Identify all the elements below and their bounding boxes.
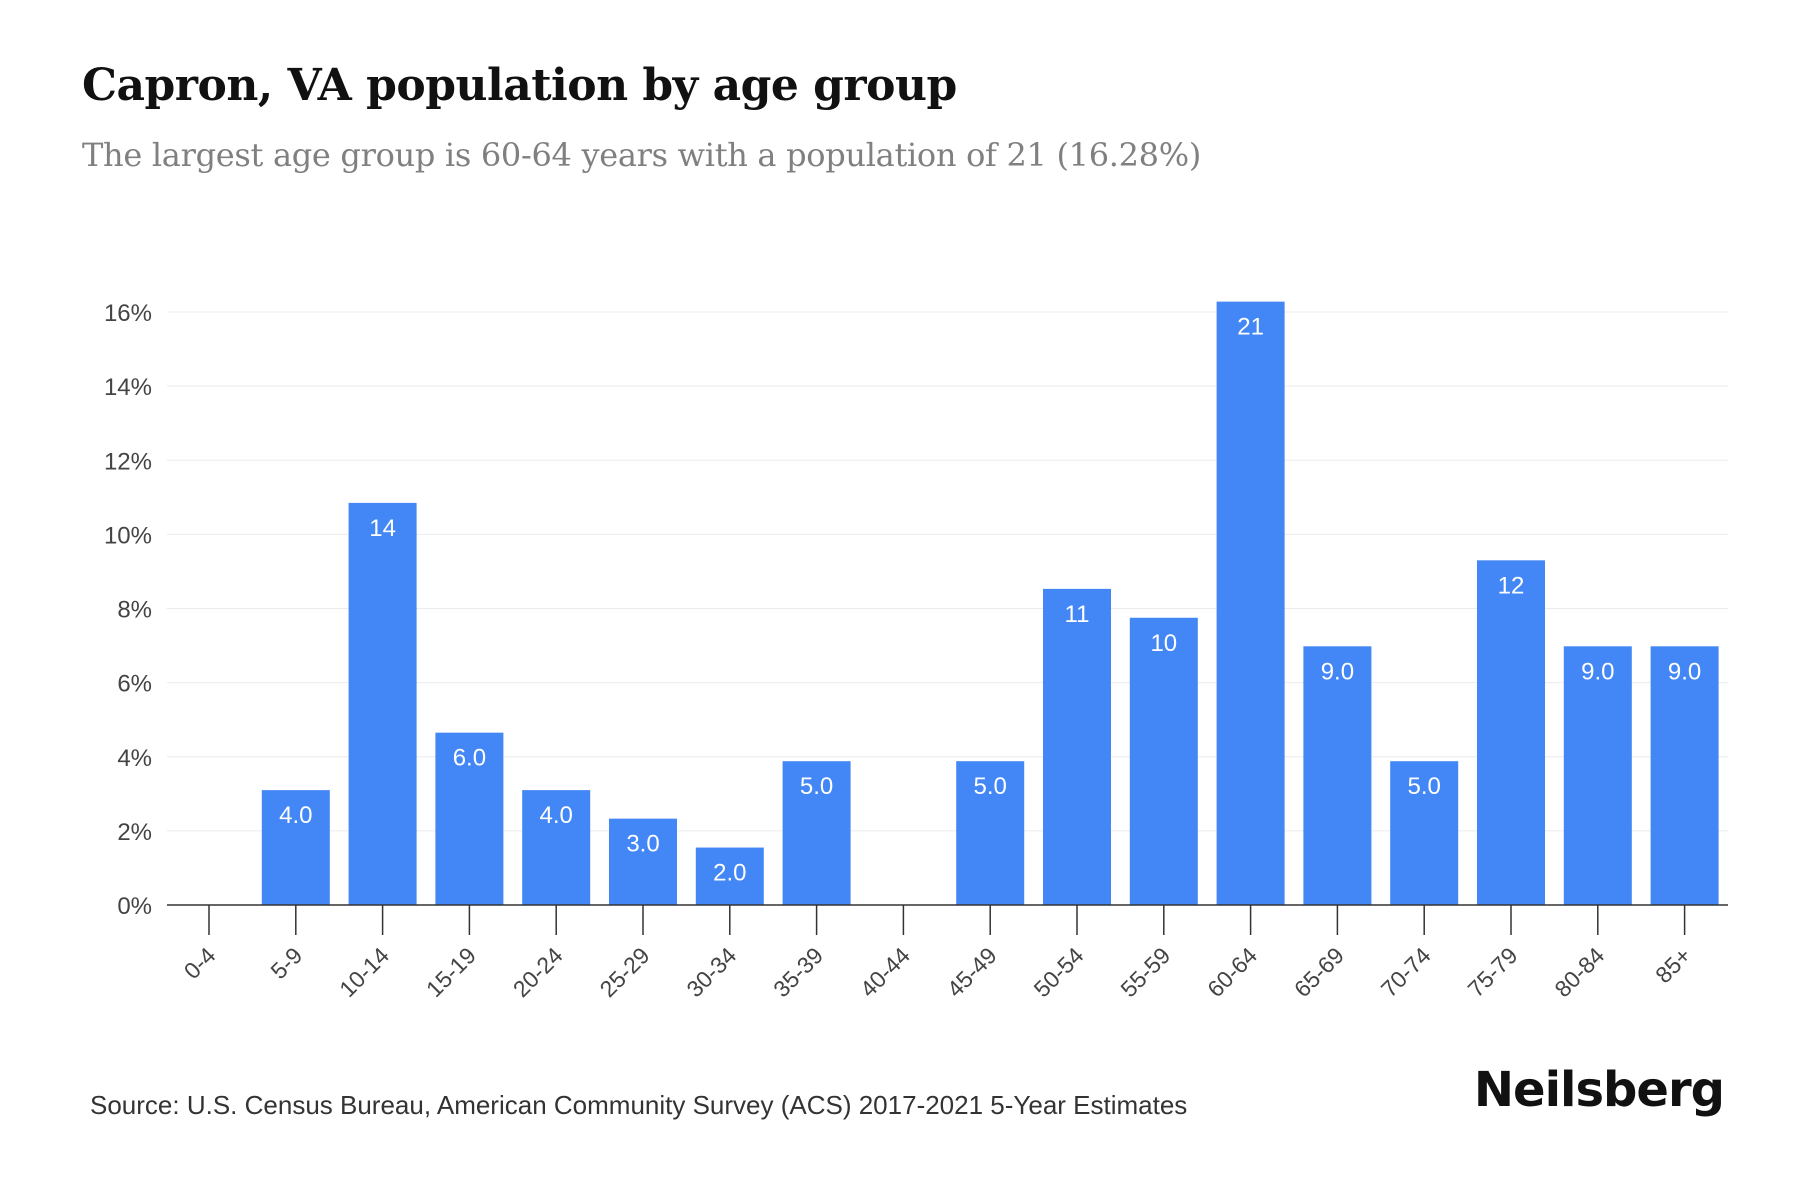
bar-data-label: 9.0 xyxy=(1581,658,1614,685)
x-tick-label: 40-44 xyxy=(855,942,915,1002)
bar-35-39 xyxy=(782,761,851,905)
bar-data-label: 2.0 xyxy=(713,860,746,887)
y-tick-label: 8% xyxy=(117,597,152,624)
bar-30-34 xyxy=(695,847,764,905)
x-tick-label: 70-74 xyxy=(1376,942,1436,1002)
x-tick-label: 5-9 xyxy=(265,942,307,984)
bar-60-64 xyxy=(1216,301,1285,905)
bar-85+ xyxy=(1650,646,1719,905)
bar-data-label: 11 xyxy=(1065,601,1090,628)
x-tick-label: 25-29 xyxy=(595,942,655,1002)
x-tick-label: 60-64 xyxy=(1202,942,1262,1002)
y-tick-label: 12% xyxy=(104,448,152,475)
bar-data-label: 12 xyxy=(1498,572,1525,599)
bar-75-79 xyxy=(1477,560,1545,905)
bar-50-54 xyxy=(1043,588,1111,905)
x-tick-label: 75-79 xyxy=(1463,942,1523,1002)
x-tick-label: 10-14 xyxy=(334,942,394,1002)
bar-data-label: 9.0 xyxy=(1668,658,1701,685)
bar-55-59 xyxy=(1129,617,1198,905)
x-tick-label: 50-54 xyxy=(1029,942,1089,1002)
y-tick-label: 2% xyxy=(117,819,152,846)
source-note: Source: U.S. Census Bureau, American Com… xyxy=(90,1090,1188,1120)
y-tick-label: 4% xyxy=(117,745,152,772)
x-tick-label: 45-49 xyxy=(942,942,1002,1002)
bar-20-24 xyxy=(522,790,591,905)
bar-chart: 0% 2% 4% 6% 8% 10% 12% 14% 16% 4.0 14 6.0 4.0 3.0 2.0… xyxy=(104,300,1728,1002)
bar-data-label: 6.0 xyxy=(453,745,486,772)
x-tick-label: 80-84 xyxy=(1549,942,1609,1002)
x-tick-label: 0-4 xyxy=(179,942,221,984)
brand-logo: Neilsberg xyxy=(1473,1062,1725,1118)
y-tick-label: 0% xyxy=(117,893,152,920)
bar-25-29 xyxy=(609,818,677,905)
bar-data-label: 9.0 xyxy=(1321,658,1354,685)
bar-data-label: 4.0 xyxy=(279,802,312,829)
x-tick-label: 30-34 xyxy=(681,942,741,1002)
bar-10-14 xyxy=(348,502,417,905)
bar-45-49 xyxy=(956,761,1025,905)
x-tick-label: 65-69 xyxy=(1289,942,1349,1002)
bar-65-69 xyxy=(1303,646,1372,905)
x-tick-label: 15-19 xyxy=(421,942,481,1002)
bar-5-9 xyxy=(261,790,330,905)
bars: 4.0 14 6.0 4.0 3.0 2.0 5.0 5.0 11 10 21 9.0 5.0 12 9.0… xyxy=(261,301,1719,905)
bar-data-label: 5.0 xyxy=(800,773,833,800)
x-tick-label: 85+ xyxy=(1650,942,1696,988)
x-tick-label: 20-24 xyxy=(508,942,568,1002)
bar-70-74 xyxy=(1390,761,1459,905)
y-tick-label: 16% xyxy=(104,300,152,327)
bar-data-label: 4.0 xyxy=(540,802,573,829)
bar-data-label: 5.0 xyxy=(1408,773,1441,800)
chart-subtitle: The largest age group is 60-64 years wit… xyxy=(82,136,1202,174)
bar-data-label: 3.0 xyxy=(626,831,659,858)
x-axis-ticks: 0-4 5-9 10-14 15-19 20-24 25-29 30-34 35-39 40-4… xyxy=(179,905,1696,1002)
y-tick-label: 14% xyxy=(104,374,152,401)
bar-80-84 xyxy=(1563,646,1632,905)
chart-title: Capron, VA population by age group xyxy=(82,60,957,111)
bar-data-label: 5.0 xyxy=(974,773,1007,800)
bar-data-label: 21 xyxy=(1237,314,1264,341)
grid-lines xyxy=(167,311,1728,832)
bar-data-label: 10 xyxy=(1150,630,1177,657)
y-tick-label: 10% xyxy=(104,522,152,549)
bar-data-label: 14 xyxy=(369,515,396,542)
y-axis-ticks: 0% 2% 4% 6% 8% 10% 12% 14% 16% xyxy=(104,300,152,920)
x-tick-label: 35-39 xyxy=(768,942,828,1002)
y-tick-label: 6% xyxy=(117,671,152,698)
bar-15-19 xyxy=(435,732,504,905)
x-tick-label: 55-59 xyxy=(1115,942,1175,1002)
